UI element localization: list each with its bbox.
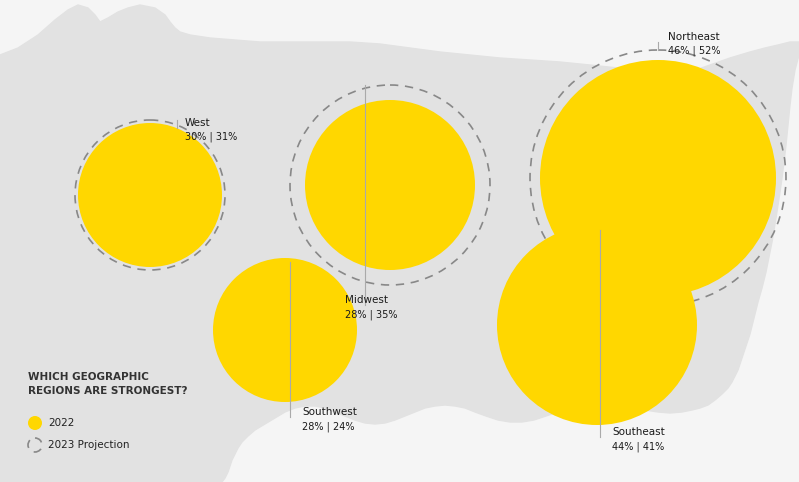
- Text: 46% | 52%: 46% | 52%: [668, 46, 721, 56]
- Text: Southwest: Southwest: [302, 407, 357, 417]
- Text: 30% | 31%: 30% | 31%: [185, 132, 237, 143]
- Circle shape: [497, 225, 697, 425]
- Text: Northeast: Northeast: [668, 32, 720, 42]
- Text: 28% | 35%: 28% | 35%: [345, 309, 397, 320]
- Text: WHICH GEOGRAPHIC
REGIONS ARE STRONGEST?: WHICH GEOGRAPHIC REGIONS ARE STRONGEST?: [28, 372, 188, 396]
- Text: 44% | 41%: 44% | 41%: [612, 441, 664, 452]
- Circle shape: [213, 258, 357, 402]
- Polygon shape: [0, 5, 799, 482]
- Text: Southeast: Southeast: [612, 427, 665, 437]
- Circle shape: [28, 416, 42, 430]
- Text: West: West: [185, 118, 211, 128]
- Circle shape: [78, 123, 222, 267]
- Text: 28% | 24%: 28% | 24%: [302, 421, 355, 431]
- Circle shape: [540, 60, 776, 296]
- Circle shape: [305, 100, 475, 270]
- Text: Midwest: Midwest: [345, 295, 388, 305]
- Text: 2022: 2022: [48, 418, 74, 428]
- Text: 2023 Projection: 2023 Projection: [48, 440, 129, 450]
